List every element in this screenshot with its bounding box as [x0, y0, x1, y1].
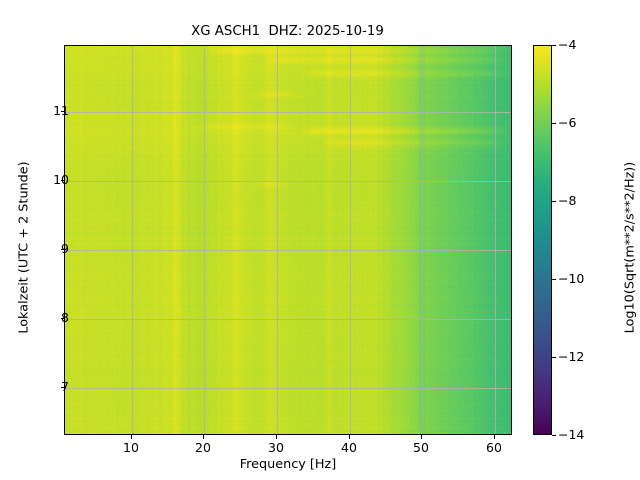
gridline-horizontal [65, 388, 511, 389]
y-axis-tick [60, 180, 64, 181]
gridline-vertical [132, 46, 133, 434]
y-axis-tick [60, 249, 64, 250]
colorbar-ticklabel: −8 [558, 193, 577, 208]
y-axis-ticklabel: 11 [53, 103, 69, 118]
y-axis-ticklabel: 7 [61, 379, 69, 394]
colorbar-tick [552, 279, 556, 280]
spectrogram-axes[interactable] [64, 45, 512, 435]
colorbar-tick [552, 45, 556, 46]
gridline-vertical [277, 46, 278, 434]
x-axis-ticklabel: 20 [195, 440, 211, 455]
spectrogram-image [65, 46, 511, 434]
gridline-vertical [204, 46, 205, 434]
x-axis-ticklabel: 30 [268, 440, 284, 455]
y-axis-ticklabel: 10 [53, 172, 69, 187]
colorbar-ticklabel: −14 [558, 427, 585, 442]
colorbar-ticklabel: −4 [558, 37, 577, 52]
y-axis-ticklabel: 9 [61, 241, 69, 256]
y-axis-tick [60, 387, 64, 388]
gridline-vertical [350, 46, 351, 434]
gridline-vertical [495, 46, 496, 434]
x-axis-tick [131, 435, 132, 439]
x-axis-tick [349, 435, 350, 439]
colorbar[interactable] [533, 45, 552, 435]
y-axis-ticklabel: 8 [61, 310, 69, 325]
x-axis-tick [203, 435, 204, 439]
colorbar-tick [552, 123, 556, 124]
gridline-vertical [422, 46, 423, 434]
page-title: XG ASCH1 DHZ: 2025-10-19 [191, 24, 384, 39]
colorbar-ticklabel: −10 [558, 271, 585, 286]
colorbar-tick [552, 357, 556, 358]
y-axis-label: Lokalzeit (UTC + 2 Stunde) [16, 161, 32, 334]
gridline-horizontal [65, 112, 511, 113]
colorbar-label: Log10(Sqrt(m**2/s**2/Hz)) [622, 161, 638, 334]
gridline-horizontal [65, 250, 511, 251]
x-axis-ticklabel: 50 [413, 440, 429, 455]
colorbar-gradient [534, 46, 551, 434]
colorbar-tick [552, 201, 556, 202]
x-axis-label: Frequency [Hz] [239, 457, 337, 472]
colorbar-ticklabel: −12 [558, 349, 585, 364]
x-axis-ticklabel: 40 [341, 440, 357, 455]
gridline-horizontal [65, 319, 511, 320]
colorbar-ticklabel: −6 [558, 115, 577, 130]
x-axis-tick [494, 435, 495, 439]
x-axis-tick [276, 435, 277, 439]
x-axis-tick [421, 435, 422, 439]
x-axis-ticklabel: 10 [123, 440, 139, 455]
y-axis-tick [60, 318, 64, 319]
gridline-horizontal [65, 181, 511, 182]
colorbar-tick [552, 435, 556, 436]
x-axis-ticklabel: 60 [486, 440, 502, 455]
y-axis-tick [60, 111, 64, 112]
